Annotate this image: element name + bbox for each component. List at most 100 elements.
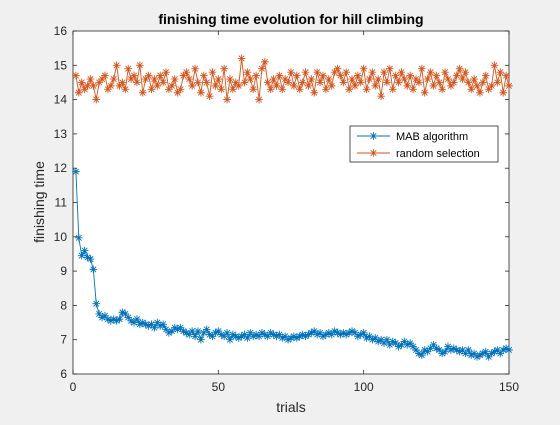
data-point	[121, 85, 130, 94]
data-point	[348, 75, 356, 83]
data-point	[473, 82, 481, 90]
data-point	[351, 82, 359, 90]
data-point	[505, 82, 513, 90]
data-point	[449, 344, 458, 353]
data-point	[104, 85, 112, 94]
data-point	[359, 329, 368, 337]
data-point	[330, 68, 339, 76]
data-point	[502, 71, 510, 80]
data-point	[234, 82, 243, 90]
data-point	[293, 334, 301, 342]
data-point	[409, 85, 417, 94]
data-point	[106, 317, 115, 325]
data-point	[333, 64, 342, 73]
data-point	[217, 85, 226, 94]
data-point	[156, 322, 164, 330]
y-tick-label: 13	[54, 127, 68, 141]
data-point	[240, 78, 249, 87]
data-point	[406, 71, 414, 80]
data-point	[455, 347, 464, 356]
data-point	[447, 346, 455, 354]
data-point	[284, 335, 292, 344]
data-point	[109, 315, 118, 323]
data-point	[165, 85, 173, 94]
data-point	[284, 78, 292, 87]
data-point	[98, 313, 106, 322]
data-point	[159, 320, 167, 329]
data-point	[75, 88, 83, 97]
data-point	[153, 82, 162, 90]
series-random	[72, 54, 513, 104]
data-point	[226, 75, 234, 83]
data-point	[237, 332, 246, 341]
data-point	[461, 349, 470, 358]
legend: MAB algorithm random selection	[349, 125, 499, 163]
data-point	[86, 255, 95, 263]
data-point	[92, 95, 101, 104]
data-point	[435, 346, 444, 354]
data-point	[423, 75, 432, 83]
data-point	[249, 332, 258, 341]
data-point	[223, 95, 231, 104]
x-tick-label: 150	[499, 380, 519, 394]
data-point	[98, 75, 106, 83]
data-point	[403, 341, 412, 349]
data-point	[188, 327, 196, 335]
data-point	[266, 85, 275, 94]
data-point	[313, 68, 321, 76]
data-point	[255, 95, 263, 104]
data-point	[351, 329, 359, 337]
data-point	[496, 68, 505, 76]
data-point	[200, 71, 208, 80]
data-point	[327, 82, 336, 90]
data-point	[226, 335, 234, 344]
data-point	[191, 332, 199, 341]
data-point	[490, 347, 499, 356]
data-point	[234, 334, 243, 342]
data-point	[412, 75, 420, 83]
data-point	[170, 323, 179, 332]
data-point	[136, 320, 144, 329]
data-point	[336, 330, 345, 339]
data-point	[487, 82, 496, 90]
data-point	[362, 334, 371, 342]
data-point	[354, 332, 362, 341]
data-point	[72, 71, 80, 80]
data-point	[258, 329, 266, 337]
data-point	[345, 329, 353, 337]
data-point	[240, 330, 249, 339]
data-point	[298, 330, 307, 339]
data-point	[420, 88, 429, 97]
data-point	[272, 82, 281, 90]
data-point	[298, 78, 307, 87]
data-point	[229, 330, 237, 339]
data-point	[118, 308, 127, 317]
data-point	[165, 329, 173, 337]
data-point	[133, 315, 141, 323]
data-point	[182, 329, 191, 337]
data-point	[252, 71, 260, 80]
data-point	[77, 78, 86, 87]
data-point	[339, 329, 348, 337]
data-point	[359, 64, 368, 73]
data-point	[365, 75, 374, 83]
x-tick-label: 100	[354, 380, 374, 394]
data-point	[383, 335, 391, 344]
data-point	[231, 332, 240, 341]
data-point	[168, 82, 176, 90]
data-point	[275, 71, 284, 80]
y-tick-label: 14	[54, 93, 68, 107]
data-point	[432, 344, 441, 353]
data-point	[444, 75, 452, 83]
legend-label-mab: MAB algorithm	[396, 131, 468, 143]
data-point	[377, 335, 385, 344]
data-point	[124, 64, 133, 73]
data-point	[293, 71, 301, 80]
data-point	[438, 349, 446, 358]
data-point	[275, 330, 284, 339]
data-point	[394, 78, 403, 87]
data-point	[499, 346, 507, 354]
data-point	[464, 346, 473, 354]
data-point	[348, 327, 356, 335]
